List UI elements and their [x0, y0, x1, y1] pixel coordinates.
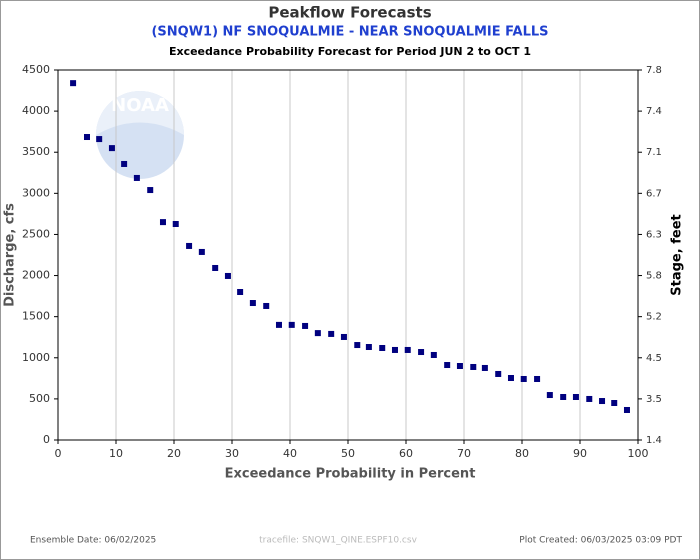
y2-tick-label: 7.8: [646, 65, 662, 76]
point: [340, 333, 347, 340]
point: [444, 362, 451, 369]
x-tick-label: 90: [573, 447, 587, 460]
noaa-logo: NOAA: [96, 91, 184, 179]
x-tick-label: 30: [225, 447, 239, 460]
point: [456, 363, 463, 369]
y-axis-label: Discharge, cfs: [3, 203, 18, 307]
plot-area: [57, 69, 639, 441]
point: [263, 302, 270, 309]
point: [546, 392, 553, 399]
y-tick-label: 2000: [22, 269, 50, 282]
point: [84, 134, 90, 141]
footer-center: tracefile: SNQW1_QINE.ESPF10.csv: [259, 536, 417, 546]
y-tick-label: 4000: [22, 104, 50, 117]
y-tick-label: 1500: [22, 310, 50, 323]
chart-description: Exceedance Probability Forecast for Peri…: [169, 45, 531, 58]
x-tick-label: 80: [515, 447, 529, 460]
point: [328, 330, 335, 337]
point: [560, 393, 567, 400]
point: [172, 221, 179, 228]
chart-subtitle: (SNQW1) NF SNOQUALMIE - NEAR SNOQUALMIE …: [151, 25, 548, 40]
point: [96, 136, 103, 143]
point: [237, 289, 244, 295]
footer-right: Plot Created: 06/03/2025 03:09 PDT: [519, 536, 682, 546]
point: [288, 321, 295, 328]
x-axis-label: Exceedance Probability in Percent: [225, 467, 476, 482]
point: [430, 351, 437, 358]
y-tick-label: 4500: [22, 63, 50, 76]
point: [365, 344, 372, 351]
point: [224, 272, 231, 279]
point: [481, 364, 488, 371]
point: [314, 330, 321, 337]
point: [623, 406, 630, 413]
y2-axis-label: Stage, feet: [670, 214, 685, 295]
x-tick-label: 60: [399, 447, 413, 460]
y2-tick-label: 7.1: [646, 147, 662, 158]
x-tick-label: 20: [167, 447, 181, 460]
y2-tick-label: 6.3: [646, 229, 662, 240]
point: [470, 363, 477, 370]
point: [572, 393, 579, 400]
x-tick-label: 70: [457, 447, 471, 460]
chart-title: Peakflow Forecasts: [268, 4, 431, 22]
x-tick-label: 100: [628, 447, 649, 460]
point: [70, 80, 77, 87]
y-tick-label: 500: [29, 392, 50, 405]
x-tick-label: 0: [55, 447, 62, 460]
point: [586, 395, 593, 402]
y2-tick-label: 5.2: [646, 312, 662, 323]
y2-tick-label: 7.4: [646, 106, 662, 117]
point: [599, 398, 606, 405]
x-tick-label: 10: [109, 447, 123, 460]
point: [147, 187, 154, 194]
y-tick-label: 1000: [22, 351, 50, 364]
point: [212, 264, 219, 271]
point: [404, 346, 411, 353]
y-tick-label: 0: [43, 433, 50, 446]
point: [534, 375, 541, 382]
x-tick-label: 40: [283, 447, 297, 460]
point: [275, 321, 282, 328]
point: [354, 342, 361, 349]
point: [379, 344, 386, 351]
point: [520, 375, 527, 382]
y2-tick-label: 6.7: [646, 188, 662, 199]
y2-tick-label: 3.5: [646, 394, 662, 405]
y-tick-label: 3500: [22, 145, 50, 158]
point: [108, 145, 115, 152]
y2-tick-label: 1.4: [646, 435, 662, 446]
point: [391, 346, 398, 353]
svg-text:NOAA: NOAA: [111, 95, 169, 116]
point: [302, 322, 309, 329]
footer-left: Ensemble Date: 06/02/2025: [30, 536, 156, 546]
x-tick-label: 50: [341, 447, 355, 460]
y-tick-label: 2500: [22, 227, 50, 240]
point: [133, 174, 140, 181]
point: [495, 370, 502, 377]
point: [249, 300, 256, 307]
y2-tick-label: 4.5: [646, 353, 662, 364]
point: [418, 349, 425, 356]
point: [186, 242, 193, 249]
point: [121, 160, 128, 167]
point: [159, 219, 166, 226]
y2-tick-label: 5.8: [646, 271, 662, 282]
point: [198, 248, 205, 255]
point: [611, 400, 618, 406]
y-tick-label: 3000: [22, 186, 50, 199]
point: [507, 375, 514, 382]
